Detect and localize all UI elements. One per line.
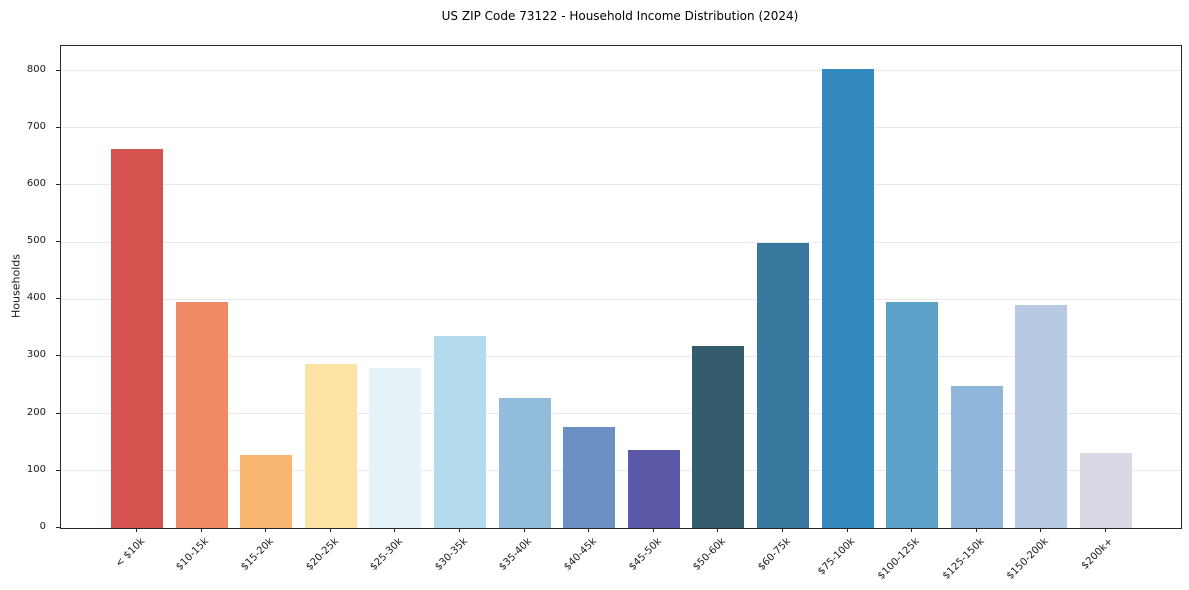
- y-tick-label: 0: [39, 521, 46, 532]
- bar: [111, 148, 163, 528]
- y-tick-mark: [56, 126, 60, 128]
- bar: [821, 68, 874, 528]
- x-tick-label: $10-15k: [174, 536, 212, 573]
- bar: [175, 301, 228, 528]
- plot-area: [60, 45, 1182, 529]
- x-tick-label: $50-60k: [691, 536, 729, 573]
- x-tick-label: $150-200k: [1005, 536, 1052, 582]
- y-axis-label: Households: [9, 254, 23, 318]
- bar: [369, 367, 422, 528]
- gridline: [61, 241, 1181, 243]
- gridline: [61, 127, 1181, 129]
- x-tick-mark: [588, 528, 590, 532]
- y-tick-mark: [56, 69, 60, 71]
- y-tick-label: 500: [26, 235, 46, 247]
- x-tick-mark: [200, 528, 202, 532]
- x-tick-label: $35-40k: [497, 536, 535, 573]
- y-tick-label: 700: [26, 120, 46, 132]
- x-tick-label: $100-125k: [876, 536, 922, 582]
- y-tick-mark: [56, 241, 60, 243]
- gridline: [61, 184, 1181, 186]
- y-tick-mark: [56, 183, 60, 185]
- bar: [563, 427, 616, 528]
- bar: [1015, 305, 1068, 528]
- x-tick-label: $40-45k: [562, 536, 599, 573]
- bar: [240, 455, 293, 528]
- x-tick-mark: [911, 528, 913, 532]
- y-tick-label: 200: [26, 406, 46, 418]
- x-tick-mark: [1105, 528, 1106, 532]
- x-tick-label: $75-100k: [815, 536, 858, 578]
- gridline: [61, 470, 1181, 472]
- chart-title: US ZIP Code 73122 - Household Income Dis…: [441, 9, 799, 23]
- x-tick-label: $30-35k: [432, 536, 470, 573]
- y-tick-mark: [56, 412, 60, 414]
- x-tick-mark: [329, 528, 331, 532]
- x-tick-label: $15-20k: [239, 536, 276, 573]
- bar: [434, 335, 486, 528]
- bar: [1080, 453, 1132, 528]
- bar: [627, 450, 680, 528]
- bar: [692, 345, 745, 528]
- bar: [950, 385, 1003, 528]
- x-tick-mark: [394, 528, 396, 532]
- gridline: [61, 355, 1181, 357]
- x-tick-mark: [652, 528, 654, 532]
- y-tick-label: 400: [26, 292, 46, 304]
- y-tick-label: 100: [26, 463, 46, 475]
- x-tick-label: $125-150k: [940, 536, 987, 582]
- x-tick-mark: [846, 528, 848, 532]
- gridline: [61, 70, 1181, 72]
- x-tick-label: $45-50k: [626, 536, 664, 573]
- bar: [886, 301, 939, 528]
- y-tick-mark: [56, 298, 60, 300]
- bar: [498, 397, 551, 528]
- y-tick-label: 600: [26, 177, 46, 189]
- x-tick-mark: [975, 528, 977, 532]
- bar: [757, 242, 809, 528]
- x-tick-mark: [1040, 528, 1042, 532]
- bar: [304, 363, 357, 528]
- y-tick-mark: [56, 355, 60, 357]
- x-tick-label: $20-25k: [303, 536, 341, 573]
- x-tick-mark: [717, 528, 719, 532]
- x-tick-mark: [782, 528, 783, 532]
- x-tick-label: < $10k: [113, 536, 147, 570]
- x-tick-label: $25-30k: [368, 536, 406, 573]
- x-tick-label: $60-75k: [755, 536, 793, 573]
- y-tick-label: 300: [26, 349, 46, 361]
- gridline: [61, 413, 1181, 415]
- y-tick-mark: [56, 527, 60, 528]
- gridline: [61, 298, 1181, 300]
- x-tick-label: $200k+: [1079, 536, 1116, 572]
- x-tick-mark: [265, 528, 267, 532]
- y-tick-mark: [56, 469, 60, 471]
- x-tick-mark: [523, 528, 525, 532]
- y-tick-label: 800: [26, 63, 46, 75]
- x-tick-mark: [136, 528, 137, 532]
- x-tick-mark: [459, 528, 460, 532]
